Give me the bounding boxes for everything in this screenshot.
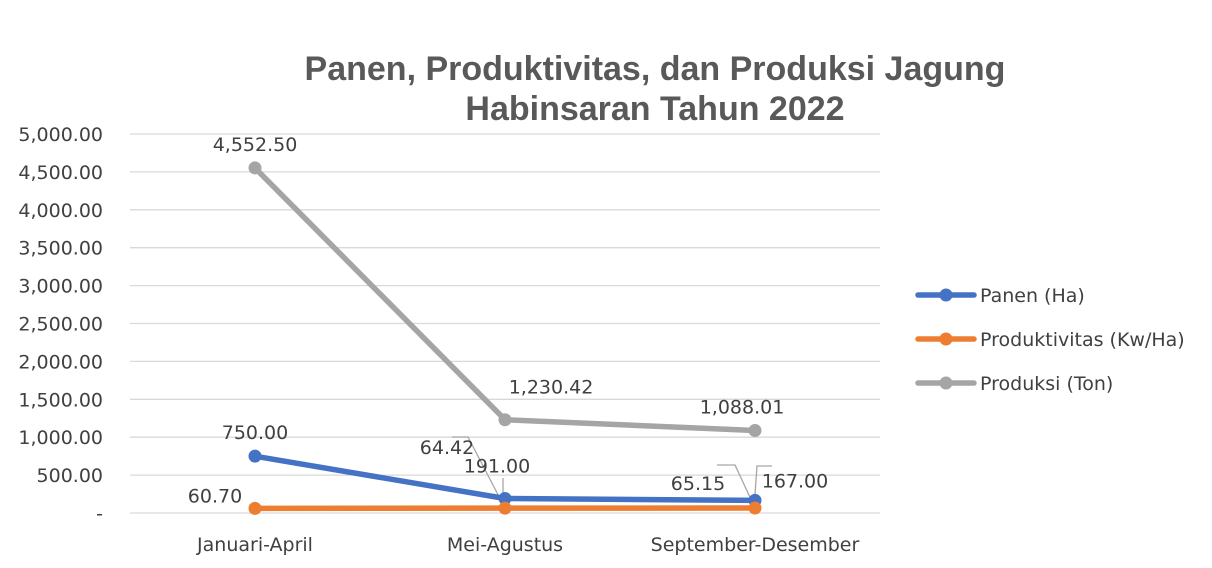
series-line (252, 165, 758, 434)
data-label: 1,230.42 (509, 377, 594, 399)
legend-swatch-marker (939, 288, 953, 302)
y-tick-label: 2,500.00 (18, 314, 103, 336)
y-tick-label: 1,000.00 (18, 427, 103, 449)
chart-title-line-1: Panen, Produktivitas, dan Produksi Jagun… (305, 50, 1006, 88)
series-2 (248, 161, 762, 438)
data-label: 65.15 (671, 473, 725, 495)
data-label: 750.00 (222, 422, 288, 444)
data-labels: 750.00 191.00 167.00 60.70 64.42 65.15 4,552.5… (188, 134, 828, 507)
x-tick-label: Mei-Agustus (447, 534, 563, 556)
data-label: 191.00 (464, 456, 530, 478)
data-label-leader-lines (452, 436, 772, 509)
legend-label: Produktivitas (Kw/Ha) (980, 329, 1185, 351)
data-label: 1,088.01 (700, 397, 785, 419)
data-point (748, 501, 762, 515)
gridlines (130, 133, 880, 514)
y-tick-label: 4,500.00 (18, 162, 103, 184)
y-tick-label: 1,500.00 (18, 389, 103, 411)
data-point (498, 492, 512, 506)
data-point (748, 424, 762, 438)
data-point (498, 413, 512, 427)
series-lines (248, 161, 762, 515)
legend-label: Panen (Ha) (980, 285, 1085, 307)
data-label: 4,552.50 (213, 134, 298, 156)
x-tick-label: Januari-April (196, 534, 313, 556)
y-tick-label: 500.00 (37, 465, 103, 487)
y-tick-label: 3,500.00 (18, 238, 103, 260)
data-label: 64.42 (420, 437, 474, 459)
y-tick-label: 2,000.00 (18, 351, 103, 373)
data-point (498, 501, 512, 515)
legend-swatch-marker (939, 376, 953, 390)
data-point (248, 501, 262, 515)
x-axis-tick-labels: Januari-April Mei-Agustus September-Desemb… (196, 534, 859, 556)
legend-swatch-marker (939, 332, 953, 346)
legend-label: Produksi (Ton) (980, 373, 1113, 395)
x-tick-label: September-Desember (651, 534, 860, 556)
legend-item: Panen (Ha) (915, 285, 1085, 307)
chart-title-line-2: Habinsaran Tahun 2022 (465, 90, 844, 128)
leader-line (717, 464, 756, 509)
y-tick-label: 3,000.00 (18, 276, 103, 298)
y-tick-label: 4,000.00 (18, 200, 103, 222)
data-point (248, 449, 262, 463)
y-axis-tick-labels: - 500.00 1,000.00 1,500.00 2,000.00 2,500.00 3… (18, 124, 103, 525)
leader-line (452, 436, 506, 509)
legend-item: Produksi (Ton) (915, 373, 1113, 395)
data-label: 167.00 (762, 470, 828, 492)
legend-item: Produktivitas (Kw/Ha) (915, 329, 1185, 351)
leader-line (754, 465, 772, 495)
data-point (248, 161, 262, 175)
data-label: 60.70 (188, 485, 242, 507)
legend: Panen (Ha) Produktivitas (Kw/Ha) Produksi … (915, 285, 1185, 395)
y-tick-label: 5,000.00 (18, 124, 103, 146)
y-tick-label: - (96, 503, 103, 525)
series-1 (248, 501, 762, 515)
